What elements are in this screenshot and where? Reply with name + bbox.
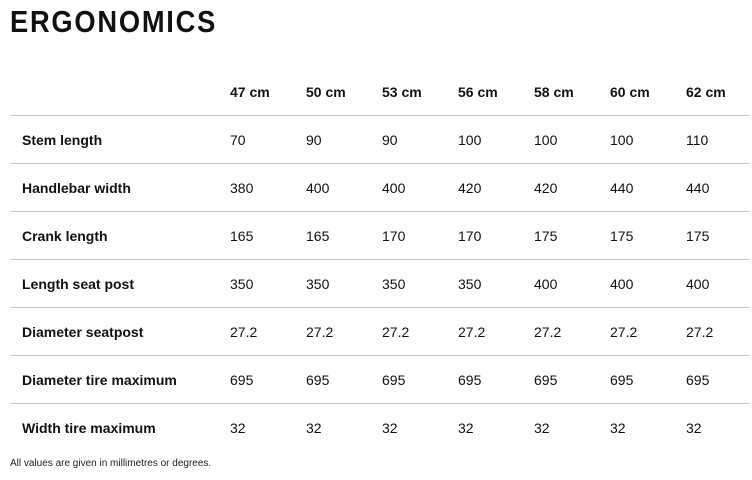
table-cell: 400 — [382, 179, 406, 196]
row-label: Diameter seatpost — [22, 323, 144, 340]
row-label: Stem length — [22, 131, 103, 148]
table-cell: 175 — [686, 227, 710, 244]
table-cell: 420 — [534, 179, 558, 196]
column-header: 50 cm — [306, 83, 346, 100]
column-header: 53 cm — [382, 83, 422, 100]
table-cell: 170 — [458, 227, 482, 244]
table-cell: 400 — [686, 275, 710, 292]
table-cell: 400 — [534, 275, 558, 292]
table-cell: 175 — [534, 227, 558, 244]
table-cell: 27.2 — [458, 323, 486, 340]
table-cell: 90 — [306, 131, 322, 148]
table-cell: 32 — [382, 419, 398, 436]
table-cell: 695 — [686, 371, 710, 388]
column-header: 58 cm — [534, 83, 574, 100]
table-cell: 27.2 — [306, 323, 334, 340]
table-cell: 100 — [458, 131, 482, 148]
table-row: Width tire maximum 32 32 32 32 32 32 32 — [10, 403, 750, 451]
column-header: 56 cm — [458, 83, 498, 100]
table-cell: 165 — [306, 227, 330, 244]
table-cell: 350 — [230, 275, 254, 292]
table-cell: 32 — [686, 419, 702, 436]
table-cell: 400 — [610, 275, 634, 292]
table-cell: 695 — [458, 371, 482, 388]
row-label: Diameter tire maximum — [22, 371, 177, 388]
table-cell: 27.2 — [534, 323, 562, 340]
table-cell: 440 — [686, 179, 710, 196]
table: 47 cm 50 cm 53 cm 56 cm 58 cm 60 cm 62 cm Stem … — [10, 68, 750, 451]
header-row: 47 cm 50 cm 53 cm 56 cm 58 cm 60 cm 62 cm — [10, 68, 750, 115]
table-row: Diameter seatpost 27.2 27.2 27.2 27.2 27.2 27.… — [10, 307, 750, 355]
table-cell: 27.2 — [230, 323, 258, 340]
table-cell: 695 — [230, 371, 254, 388]
table-cell: 110 — [686, 131, 709, 148]
row-label: Width tire maximum — [22, 419, 156, 436]
column-header: 62 cm — [686, 83, 726, 100]
table-cell: 27.2 — [686, 323, 714, 340]
table-cell: 70 — [230, 131, 246, 148]
table-cell: 380 — [230, 179, 254, 196]
table-cell: 32 — [534, 419, 550, 436]
table-row: Stem length 70 90 90 100 100 100 110 — [10, 115, 750, 163]
table-cell: 32 — [306, 419, 322, 436]
table-cell: 175 — [610, 227, 634, 244]
table-cell: 350 — [382, 275, 406, 292]
table-cell: 695 — [382, 371, 406, 388]
table-cell: 440 — [610, 179, 634, 196]
table-cell: 32 — [230, 419, 246, 436]
table-cell: 695 — [306, 371, 330, 388]
row-label: Crank length — [22, 227, 108, 244]
table-cell: 32 — [610, 419, 626, 436]
table-row: Handlebar width 380 400 400 420 420 440 440 — [10, 163, 750, 211]
table-cell: 350 — [306, 275, 330, 292]
table-cell: 27.2 — [382, 323, 410, 340]
table-cell: 100 — [534, 131, 558, 148]
table-row: Crank length 165 165 170 170 175 175 175 — [10, 211, 750, 259]
column-header: 60 cm — [610, 83, 650, 100]
footnote: All values are given in millimetres or d… — [10, 458, 212, 469]
table-cell: 90 — [382, 131, 398, 148]
table-cell: 695 — [610, 371, 634, 388]
column-header: 47 cm — [230, 83, 270, 100]
row-label: Handlebar width — [22, 179, 131, 196]
table-row: Length seat post 350 350 350 350 400 400 400 — [10, 259, 750, 307]
table-cell: 400 — [306, 179, 330, 196]
table-cell: 100 — [610, 131, 634, 148]
table-cell: 350 — [458, 275, 482, 292]
table-cell: 32 — [458, 419, 474, 436]
table-cell: 27.2 — [610, 323, 638, 340]
table-cell: 695 — [534, 371, 558, 388]
table-cell: 165 — [230, 227, 254, 244]
table-cell: 420 — [458, 179, 482, 196]
title: ERGONOMICS — [10, 4, 218, 39]
table-row: Diameter tire maximum 695 695 695 695 695 695 6… — [10, 355, 750, 403]
table-cell: 170 — [382, 227, 406, 244]
row-label: Length seat post — [22, 275, 135, 292]
